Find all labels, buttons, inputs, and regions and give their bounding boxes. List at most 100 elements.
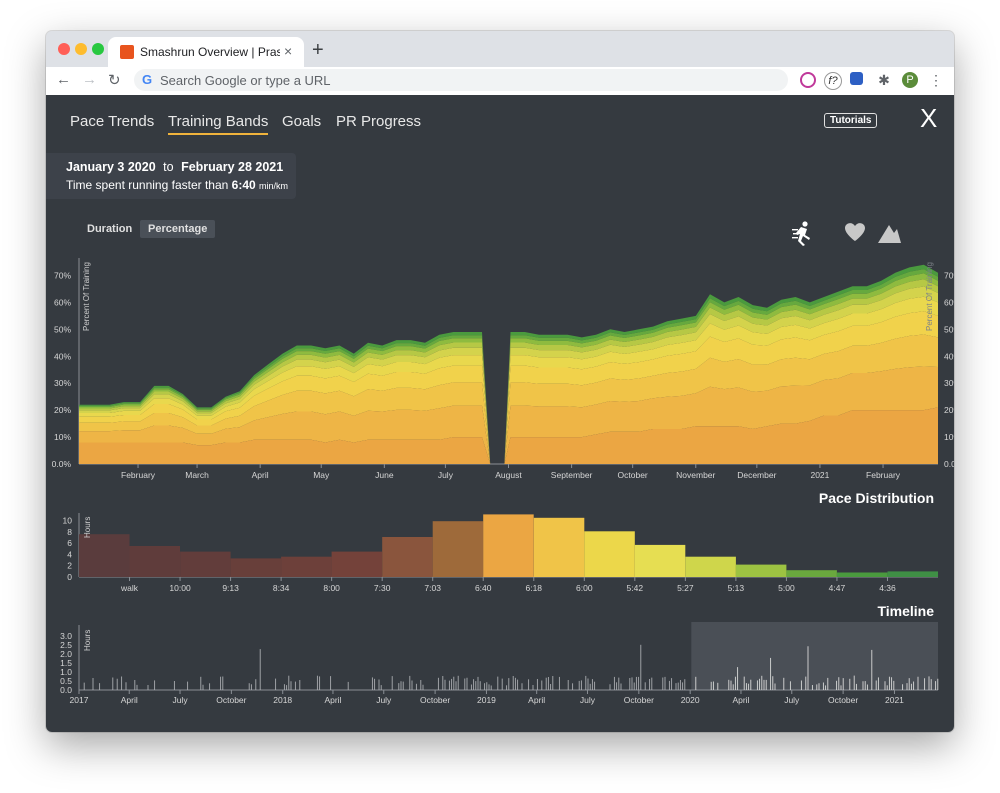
mountain-icon[interactable] <box>878 225 901 243</box>
address-bar[interactable]: G Search Google or type a URL <box>134 69 788 91</box>
zoom-window-button[interactable] <box>92 43 104 55</box>
pace-x-tick-label: 5:00 <box>778 583 795 593</box>
pace-bar <box>331 551 383 577</box>
area-y-tick-label-right: 20% <box>944 405 954 415</box>
tab-title: Smashrun Overview | Prasanna <box>140 45 280 59</box>
tab-strip: Smashrun Overview | Prasanna × + <box>46 31 954 67</box>
timeline-y-tick-label: 3.0 <box>60 631 72 641</box>
timeline-x-tick-label: October <box>624 695 654 705</box>
new-tab-button[interactable]: + <box>312 39 324 61</box>
pace-x-tick-label: 10:00 <box>169 583 191 593</box>
timeline-x-tick-label: July <box>376 695 392 705</box>
area-x-tick-label: December <box>737 470 776 480</box>
close-window-button[interactable] <box>58 43 70 55</box>
tutorials-button[interactable]: Tutorials <box>824 113 878 128</box>
area-y-tick-label-right: 60% <box>944 297 954 307</box>
area-x-tick-label: April <box>252 470 269 480</box>
tab-pace-trends[interactable]: Pace Trends <box>70 113 155 130</box>
timeline-y-tick-label: 0.5 <box>60 676 72 686</box>
pace-bar <box>432 521 484 577</box>
pace-x-tick-label: 6:40 <box>475 583 492 593</box>
profile-avatar[interactable]: P <box>902 72 918 88</box>
tab-goals[interactable]: Goals <box>282 113 322 130</box>
tab-pr-progress[interactable]: PR Progress <box>336 113 422 130</box>
tab-close-icon[interactable]: × <box>284 43 293 59</box>
close-button[interactable]: X <box>920 103 938 133</box>
forward-icon[interactable]: → <box>82 71 97 88</box>
pace-bar <box>786 570 837 577</box>
pace-bar <box>887 571 938 577</box>
area-y-tick-label-right: 50% <box>944 324 954 334</box>
area-x-tick-label: 2021 <box>810 470 829 480</box>
timeline-x-tick-label: 2020 <box>681 695 700 705</box>
timeline-x-tick-label: July <box>172 695 188 705</box>
pace-x-tick-label: walk <box>120 583 139 593</box>
percentage-toggle[interactable]: Percentage <box>140 220 216 238</box>
area-band-0 <box>79 407 938 464</box>
timeline-x-tick-label: 2019 <box>477 695 496 705</box>
area-y-tick-label-right: 40% <box>944 351 954 361</box>
menu-icon[interactable]: ⋮ <box>929 72 943 88</box>
area-x-tick-label: February <box>866 470 901 480</box>
timeline-y-tick-label: 1.5 <box>60 658 72 668</box>
duration-toggle[interactable]: Duration <box>87 223 133 235</box>
minimize-window-button[interactable] <box>75 43 87 55</box>
pace-bar <box>281 556 332 577</box>
timeline-y-tick-label: 2.5 <box>60 640 72 650</box>
timeline-x-tick-label: October <box>420 695 450 705</box>
extension-bookmark-icon[interactable] <box>850 72 863 85</box>
extension-f-icon[interactable]: f? <box>824 72 842 90</box>
pace-bar <box>180 551 231 577</box>
timeline-y-axis-label: Hours <box>83 630 92 651</box>
area-y-tick-label: 70% <box>54 270 71 280</box>
reload-icon[interactable]: ↻ <box>108 72 121 89</box>
pace-y-axis-label: Hours <box>83 517 92 538</box>
area-x-tick-label: September <box>551 470 593 480</box>
tab-training-bands[interactable]: Training Bands <box>168 113 269 135</box>
to-date: February 28 2021 <box>181 160 284 174</box>
timeline-x-tick-label: October <box>216 695 246 705</box>
area-y-tick-label: 10% <box>54 432 71 442</box>
area-y-tick-label: 0.0% <box>52 459 72 469</box>
back-icon[interactable]: ← <box>56 71 71 88</box>
charts-canvas: 0.0%0.0%10%10%20%20%30%30%40%40%50%50%60… <box>52 221 954 705</box>
area-x-tick-label: July <box>438 470 454 480</box>
threshold-prefix: Time spent running faster than <box>66 178 229 192</box>
puzzle-icon[interactable]: ✱ <box>878 72 890 88</box>
pace-x-tick-label: 8:34 <box>273 583 290 593</box>
area-y-tick-label-right: 70% <box>944 270 954 280</box>
pace-distribution-title: Pace Distribution <box>819 490 934 506</box>
area-x-tick-label: June <box>375 470 394 480</box>
address-placeholder: Search Google or type a URL <box>160 73 331 88</box>
timeline-x-tick-label: 2021 <box>885 695 904 705</box>
date-range: January 3 2020 to February 28 2021 <box>66 160 283 174</box>
timeline-y-tick-label: 2.0 <box>60 649 72 659</box>
google-g-icon: G <box>142 72 153 87</box>
runner-icon[interactable] <box>792 221 810 246</box>
pace-threshold: Time spent running faster than 6:40 min/… <box>66 178 288 192</box>
threshold-unit: min/km <box>259 181 289 191</box>
pace-x-tick-label: 4:36 <box>879 583 896 593</box>
pace-x-tick-label: 9:13 <box>222 583 239 593</box>
pace-x-tick-label: 7:03 <box>424 583 441 593</box>
timeline-x-tick-label: April <box>732 695 749 705</box>
pace-bar <box>584 531 635 577</box>
heart-icon[interactable] <box>845 223 865 241</box>
extension-circle-icon[interactable] <box>800 72 816 88</box>
timeline-x-tick-label: July <box>580 695 596 705</box>
range-info-box: January 3 2020 to February 28 2021 Time … <box>46 153 296 199</box>
area-y-tick-label-right: 0.0% <box>944 459 954 469</box>
area-x-tick-label: November <box>676 470 715 480</box>
browser-tab[interactable]: Smashrun Overview | Prasanna × <box>108 37 304 67</box>
timeline-x-tick-label: July <box>784 695 800 705</box>
area-chart-x-ticks: February March April May June July August Septe… <box>121 464 901 480</box>
pace-bar <box>836 572 888 577</box>
pace-y-tick-label: 2 <box>67 561 72 571</box>
pace-bar <box>79 534 130 577</box>
area-y-tick-label-right: 10% <box>944 432 954 442</box>
threshold-pace: 6:40 <box>231 178 256 192</box>
area-y-tick-label: 50% <box>54 324 71 334</box>
area-y-tick-label-right: 30% <box>944 378 954 388</box>
timeline-chart[interactable]: 0.00.51.01.52.02.53.0 2017 April July Octobe… <box>60 622 939 705</box>
